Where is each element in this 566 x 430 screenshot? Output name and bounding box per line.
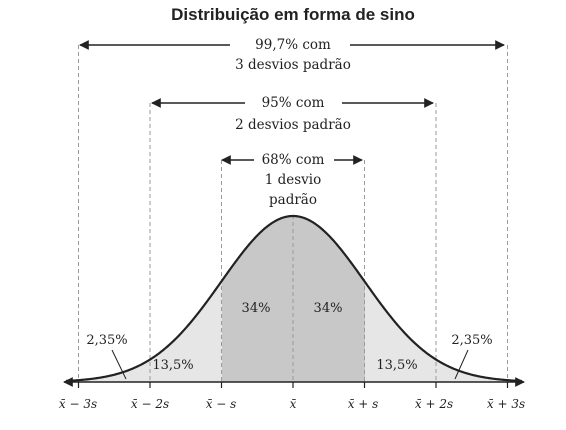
tick-label-minus-3s: x̄ − 3s xyxy=(59,397,97,411)
right-tail-pointer xyxy=(454,349,469,380)
right-center-percent: 34% xyxy=(314,301,343,316)
left-tail-percent: 2,35% xyxy=(86,333,127,348)
one-sd-label-line3: padrão xyxy=(269,192,317,208)
figure-title: Distribuição em forma de sino xyxy=(171,5,415,24)
one-sd-label-line1: 68% com xyxy=(262,152,325,168)
right-mid-percent: 13,5% xyxy=(376,358,417,373)
sd-guide-lines xyxy=(78,45,508,382)
two-sd-label-line1: 95% com xyxy=(262,95,325,111)
tick-label-mean: x̄ xyxy=(290,397,297,411)
left-center-percent: 34% xyxy=(242,301,271,316)
one-sd-label-line2: 1 desvio xyxy=(265,172,322,188)
axis-tick-marks xyxy=(77,382,509,388)
two-sd-label-line2: 2 desvios padrão xyxy=(235,117,351,133)
bell-curve xyxy=(65,214,523,383)
left-tail-pointer xyxy=(111,349,127,380)
tick-label-minus-2s: x̄ − 2s xyxy=(131,397,169,411)
right-tail-percent: 2,35% xyxy=(451,333,492,348)
tick-label-plus-1s: x̄ + s xyxy=(348,397,379,411)
left-mid-percent: 13,5% xyxy=(152,358,193,373)
three-sd-label-line2: 3 desvios padrão xyxy=(235,57,351,73)
tick-label-plus-2s: x̄ + 2s xyxy=(415,397,453,411)
three-sd-label-line1: 99,7% com xyxy=(255,37,331,53)
tick-label-plus-3s: x̄ + 3s xyxy=(487,397,525,411)
tick-label-minus-1s: x̄ − s xyxy=(206,397,237,411)
